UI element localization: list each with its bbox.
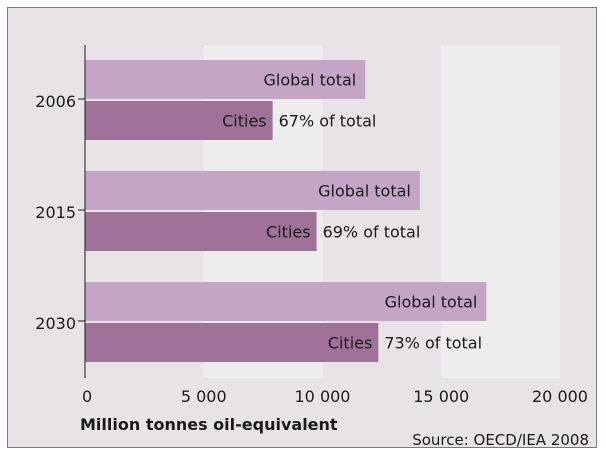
source-note: Source: OECD/IEA 2008 bbox=[412, 431, 589, 449]
x-tick-label: 10 000 bbox=[295, 387, 351, 406]
share-annotation: 69% of total bbox=[323, 223, 421, 242]
bar-label-cities: Cities bbox=[266, 223, 311, 242]
bar-global-total bbox=[85, 60, 366, 99]
bar-label-global-total: Global total bbox=[385, 293, 478, 312]
x-tick-label: 20 000 bbox=[532, 387, 588, 406]
x-axis-label: Million tonnes oil-equivalent bbox=[80, 415, 338, 434]
bar-label-cities: Cities bbox=[328, 334, 373, 353]
bar-label-global-total: Global total bbox=[318, 182, 411, 201]
background-band bbox=[203, 45, 323, 378]
x-tick-label: 0 bbox=[82, 387, 92, 406]
bar-cities bbox=[85, 323, 379, 362]
category-label-2006: 2006 bbox=[35, 92, 76, 111]
bar-global-total bbox=[85, 282, 487, 321]
bar-cities bbox=[85, 101, 273, 140]
category-label-2030: 2030 bbox=[35, 314, 76, 333]
bar-label-global-total: Global total bbox=[264, 71, 357, 90]
bar-cities bbox=[85, 212, 317, 251]
bar-global-total bbox=[85, 171, 420, 210]
share-annotation: 73% of total bbox=[384, 334, 482, 353]
category-label-2015: 2015 bbox=[35, 203, 76, 222]
x-tick-label: 5 000 bbox=[181, 387, 227, 406]
background-band bbox=[441, 45, 560, 378]
share-annotation: 67% of total bbox=[279, 112, 377, 131]
x-tick-label: 15 000 bbox=[413, 387, 469, 406]
bar-label-cities: Cities bbox=[222, 112, 267, 131]
